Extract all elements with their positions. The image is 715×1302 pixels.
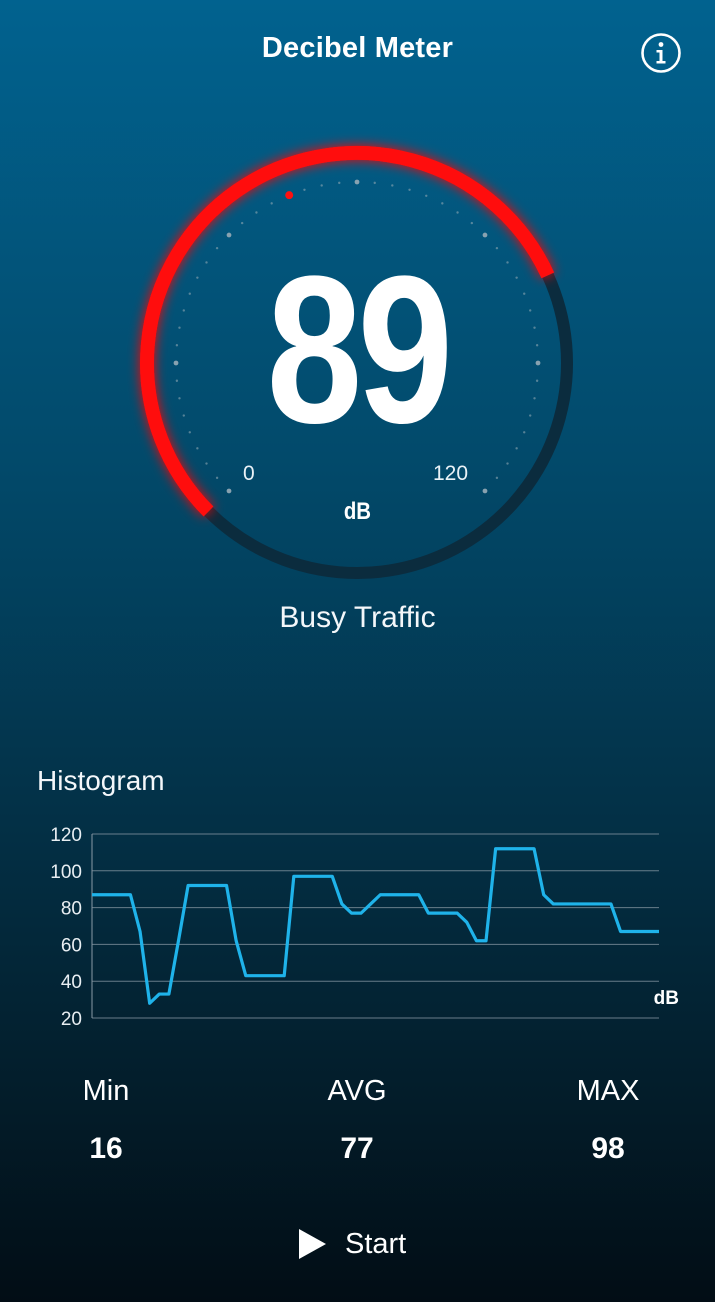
- histogram-y-tick-label: 80: [61, 899, 82, 920]
- histogram-title: Histogram: [37, 765, 165, 796]
- start-button-label: Start: [345, 1227, 407, 1260]
- histogram-y-tick-label: 120: [50, 825, 82, 846]
- decibel-reading: 89: [266, 232, 454, 467]
- gauge-tick: [506, 462, 509, 465]
- gauge-tick: [178, 326, 181, 329]
- gauge-tick: [495, 476, 499, 480]
- gauge-tick: [495, 246, 499, 250]
- gauge-tick: [506, 261, 509, 264]
- stat-avg-value: 77: [340, 1132, 374, 1165]
- gauge-scale-max: 120: [433, 462, 469, 485]
- gauge: [140, 146, 573, 579]
- stat-avg-label: AVG: [327, 1075, 387, 1107]
- gauge-tick: [215, 476, 219, 480]
- stat-avg: AVG 77: [277, 1075, 437, 1166]
- gauge-tick: [175, 344, 179, 347]
- gauge-tick: [303, 188, 306, 191]
- gauge-tick: [188, 292, 191, 295]
- gauge-tick: [205, 462, 208, 465]
- gauge-tick: [215, 246, 219, 250]
- gauge-tick: [196, 447, 199, 450]
- histogram-y-tick-label: 40: [61, 972, 82, 993]
- gauge-tick: [529, 309, 532, 312]
- gauge-tick: [529, 414, 532, 417]
- gauge-tick: [196, 276, 199, 279]
- stat-min: Min 16: [26, 1075, 186, 1166]
- gauge-tick: [535, 379, 539, 382]
- gauge-tick: [226, 488, 232, 494]
- gauge-tick: [226, 232, 232, 238]
- info-icon[interactable]: [640, 32, 682, 74]
- histogram-series-line: [92, 847, 659, 1005]
- gauge-tick: [175, 379, 179, 382]
- gauge-ticks: [173, 179, 541, 494]
- gauge-tick: [270, 202, 273, 205]
- gauge-tick: [425, 194, 428, 197]
- gauge-tick: [441, 202, 444, 205]
- gauge-tick: [354, 179, 360, 185]
- gauge-tick: [523, 292, 526, 295]
- histogram-y-ticks: 120 100 80 60 40 20: [50, 825, 82, 1030]
- stat-max: MAX 98: [528, 1075, 688, 1166]
- gauge-tick: [255, 211, 258, 214]
- gauge-needle-dot: [285, 191, 294, 200]
- start-button[interactable]: Start: [295, 1222, 406, 1266]
- stat-max-value: 98: [591, 1132, 625, 1165]
- gauge-scale-min: 0: [243, 462, 255, 485]
- gauge-tick: [515, 276, 518, 279]
- gauge-level-arc: [140, 146, 555, 517]
- gauge-tick: [391, 184, 394, 187]
- gauge-tick: [240, 221, 244, 225]
- histogram-y-tick-label: 20: [61, 1009, 82, 1030]
- gauge-tick: [408, 188, 411, 191]
- gauge-tick: [338, 181, 341, 185]
- gauge-tick: [456, 211, 459, 214]
- gauge-tick: [470, 221, 474, 225]
- histogram-chart: 120 100 80 60 40 20 dB: [50, 825, 679, 1030]
- gauge-tick: [533, 326, 536, 329]
- noise-level-description: Busy Traffic: [279, 601, 436, 634]
- gauge-tick: [173, 360, 179, 366]
- gauge-tick: [533, 397, 536, 400]
- gauge-tick: [182, 309, 185, 312]
- gauge-track: [204, 272, 573, 579]
- gauge-tick: [523, 431, 526, 434]
- gauge-tick: [182, 414, 185, 417]
- gauge-tick: [515, 447, 518, 450]
- gauge-tick: [535, 360, 541, 366]
- gauge-tick: [482, 232, 488, 238]
- play-icon: [299, 1229, 326, 1259]
- stat-min-label: Min: [82, 1075, 130, 1107]
- histogram-y-tick-label: 100: [50, 862, 82, 883]
- histogram-unit-label: dB: [654, 988, 679, 1009]
- app-title: Decibel Meter: [261, 32, 454, 64]
- gauge-unit: dB: [343, 498, 372, 525]
- histogram-grid: [91, 833, 659, 1019]
- gauge-tick: [320, 184, 323, 187]
- gauge-tick: [188, 431, 191, 434]
- gauge-tick: [373, 181, 376, 185]
- stat-min-value: 16: [89, 1132, 123, 1165]
- histogram-y-tick-label: 60: [61, 935, 82, 956]
- stat-max-label: MAX: [576, 1075, 640, 1107]
- gauge-tick: [482, 488, 488, 494]
- gauge-tick: [205, 261, 208, 264]
- gauge-tick: [178, 397, 181, 400]
- gauge-tick: [535, 344, 539, 347]
